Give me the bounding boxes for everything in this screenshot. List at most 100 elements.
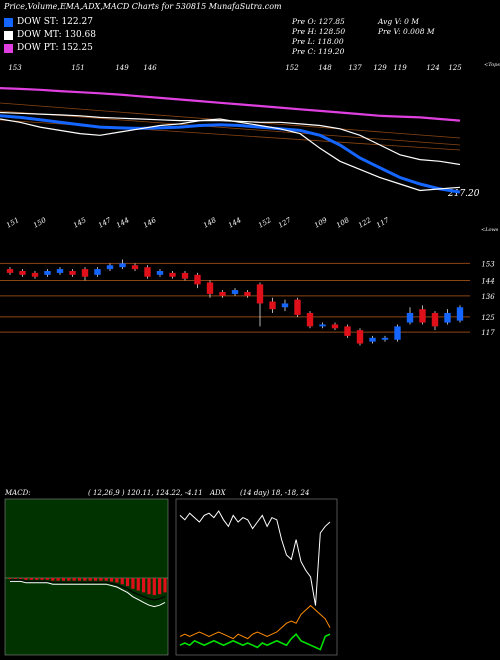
- ema-top-label: 119: [393, 64, 407, 72]
- legend-swatch-magenta: [4, 43, 13, 53]
- candle-body: [306, 313, 314, 327]
- candle-body: [119, 263, 126, 268]
- macd-histogram-bar: [125, 578, 130, 587]
- legend-label-st: DOW ST: 122.27: [17, 17, 93, 27]
- macd-histogram-bar: [40, 578, 44, 580]
- ema-top-label: 149: [115, 64, 129, 72]
- macd-histogram-bar: [67, 578, 71, 581]
- candle-body: [44, 271, 51, 275]
- macd-histogram-bar: [158, 578, 162, 595]
- ema-bottom-label: 146: [142, 216, 158, 230]
- ema-bottom-label: 109: [313, 216, 329, 230]
- ema-bottom-label: 150: [32, 216, 48, 230]
- macd-signal-line: [10, 579, 166, 601]
- price-level-label: 125: [481, 314, 495, 322]
- ema-bottom-label: 108: [335, 216, 351, 230]
- ema-top-label: 148: [318, 64, 332, 72]
- adx-label: ADX: [210, 489, 226, 497]
- candle-body: [294, 299, 301, 315]
- macd-histogram-bar: [8, 578, 12, 579]
- legend-label-mt: DOW MT: 130.68: [17, 30, 96, 40]
- ohlc-avg-volume: Avg V: 0 M: [378, 17, 419, 26]
- candle-body: [6, 269, 14, 273]
- candle-body: [256, 284, 264, 304]
- macd-histogram-bar: [120, 578, 124, 585]
- candle-body: [281, 303, 289, 308]
- ema-bottom-label: 148: [202, 216, 218, 230]
- candle-body: [19, 271, 26, 275]
- ema-top-label: 152: [285, 64, 299, 72]
- macd-histogram-bar: [19, 578, 23, 579]
- ema-tops-tag: <Tops: [484, 62, 500, 68]
- candle-body: [356, 330, 364, 344]
- adx-values: (14 day) 18, -18, 24: [240, 489, 310, 497]
- price-level-label: 153: [481, 260, 495, 268]
- macd-histogram-bar: [147, 578, 151, 595]
- candle-body: [181, 272, 189, 279]
- candle-body: [206, 282, 214, 294]
- macd-histogram-bar: [77, 578, 82, 581]
- legend-dow-pt: DOW PT: 152.25: [4, 43, 93, 53]
- candle-body: [156, 271, 164, 275]
- price-level-label: 117: [481, 329, 495, 337]
- candle-body: [69, 271, 76, 275]
- candle-body: [56, 269, 64, 273]
- macd-histogram-bar: [24, 578, 28, 580]
- ema-bottom-label: 127: [277, 216, 293, 230]
- macd-histogram-bar: [142, 578, 146, 593]
- macd-histogram-bar: [61, 578, 66, 581]
- ema-top-label: 146: [143, 64, 157, 72]
- candle-body: [231, 290, 239, 294]
- macd-histogram-bar: [83, 578, 87, 581]
- candle-body: [331, 324, 339, 329]
- ema-bottom-label: 152: [257, 216, 273, 230]
- ema-last-value: 217.20: [447, 189, 480, 199]
- price-level-label: 144: [481, 278, 494, 286]
- candle-body: [344, 326, 351, 336]
- candle-body: [219, 292, 226, 296]
- candle-body: [169, 272, 176, 277]
- legend-label-pt: DOW PT: 152.25: [17, 43, 93, 53]
- macd-histogram-bar: [115, 578, 119, 583]
- ema-top-label: 129: [373, 64, 387, 72]
- legend-dow-mt: DOW MT: 130.68: [4, 30, 96, 40]
- ohlc-prev-volume: Pre V: 0.008 M: [378, 27, 435, 36]
- ohlc-low: Pre L: 118.00: [292, 37, 344, 46]
- macd-histogram-bar: [88, 578, 92, 581]
- macd-histogram-bar: [104, 578, 108, 581]
- candle-body: [81, 269, 89, 277]
- ohlc-open: Pre O: 127.85: [292, 17, 345, 26]
- chart-title: Price,Volume,EMA,ADX,MACD Charts for 530…: [4, 2, 282, 11]
- adx-series-di: [179, 510, 331, 606]
- macd-histogram-bar: [13, 578, 17, 579]
- candle-body: [144, 267, 151, 277]
- macd-histogram-bar: [93, 578, 98, 581]
- macd-values: ( 12,26,9 ) 120.11, 124.22, -4.11: [88, 489, 203, 497]
- candle-body: [456, 307, 464, 321]
- macd-histogram-bar: [136, 578, 140, 591]
- macd-histogram-bar: [131, 578, 135, 589]
- ema-bottom-label: 151: [5, 216, 21, 230]
- macd-histogram-bar: [152, 578, 156, 596]
- macd-histogram-bar: [35, 578, 39, 580]
- candle-body: [94, 269, 101, 275]
- macd-histogram-bar: [45, 578, 50, 580]
- macd-panel-bg: [4, 498, 169, 656]
- macd-histogram-bar: [29, 578, 33, 580]
- legend-dow-st: DOW ST: 122.27: [4, 17, 93, 27]
- ohlc-high: Pre H: 128.50: [292, 27, 346, 36]
- macd-histogram-bar: [56, 578, 60, 581]
- candle-body: [431, 313, 439, 327]
- ema-top-label: 151: [71, 64, 84, 72]
- candle-body: [194, 274, 201, 285]
- ema-bottom-label: 122: [357, 216, 373, 230]
- price-level-label: 136: [481, 293, 495, 301]
- candle-body: [419, 309, 426, 323]
- legend-swatch-blue: [4, 17, 13, 27]
- macd-line: [10, 580, 166, 608]
- candle-body: [444, 313, 451, 323]
- candle-body: [369, 337, 376, 342]
- ema-series-dow-st: [0, 114, 461, 194]
- ema-bottom-label: 117: [375, 216, 391, 230]
